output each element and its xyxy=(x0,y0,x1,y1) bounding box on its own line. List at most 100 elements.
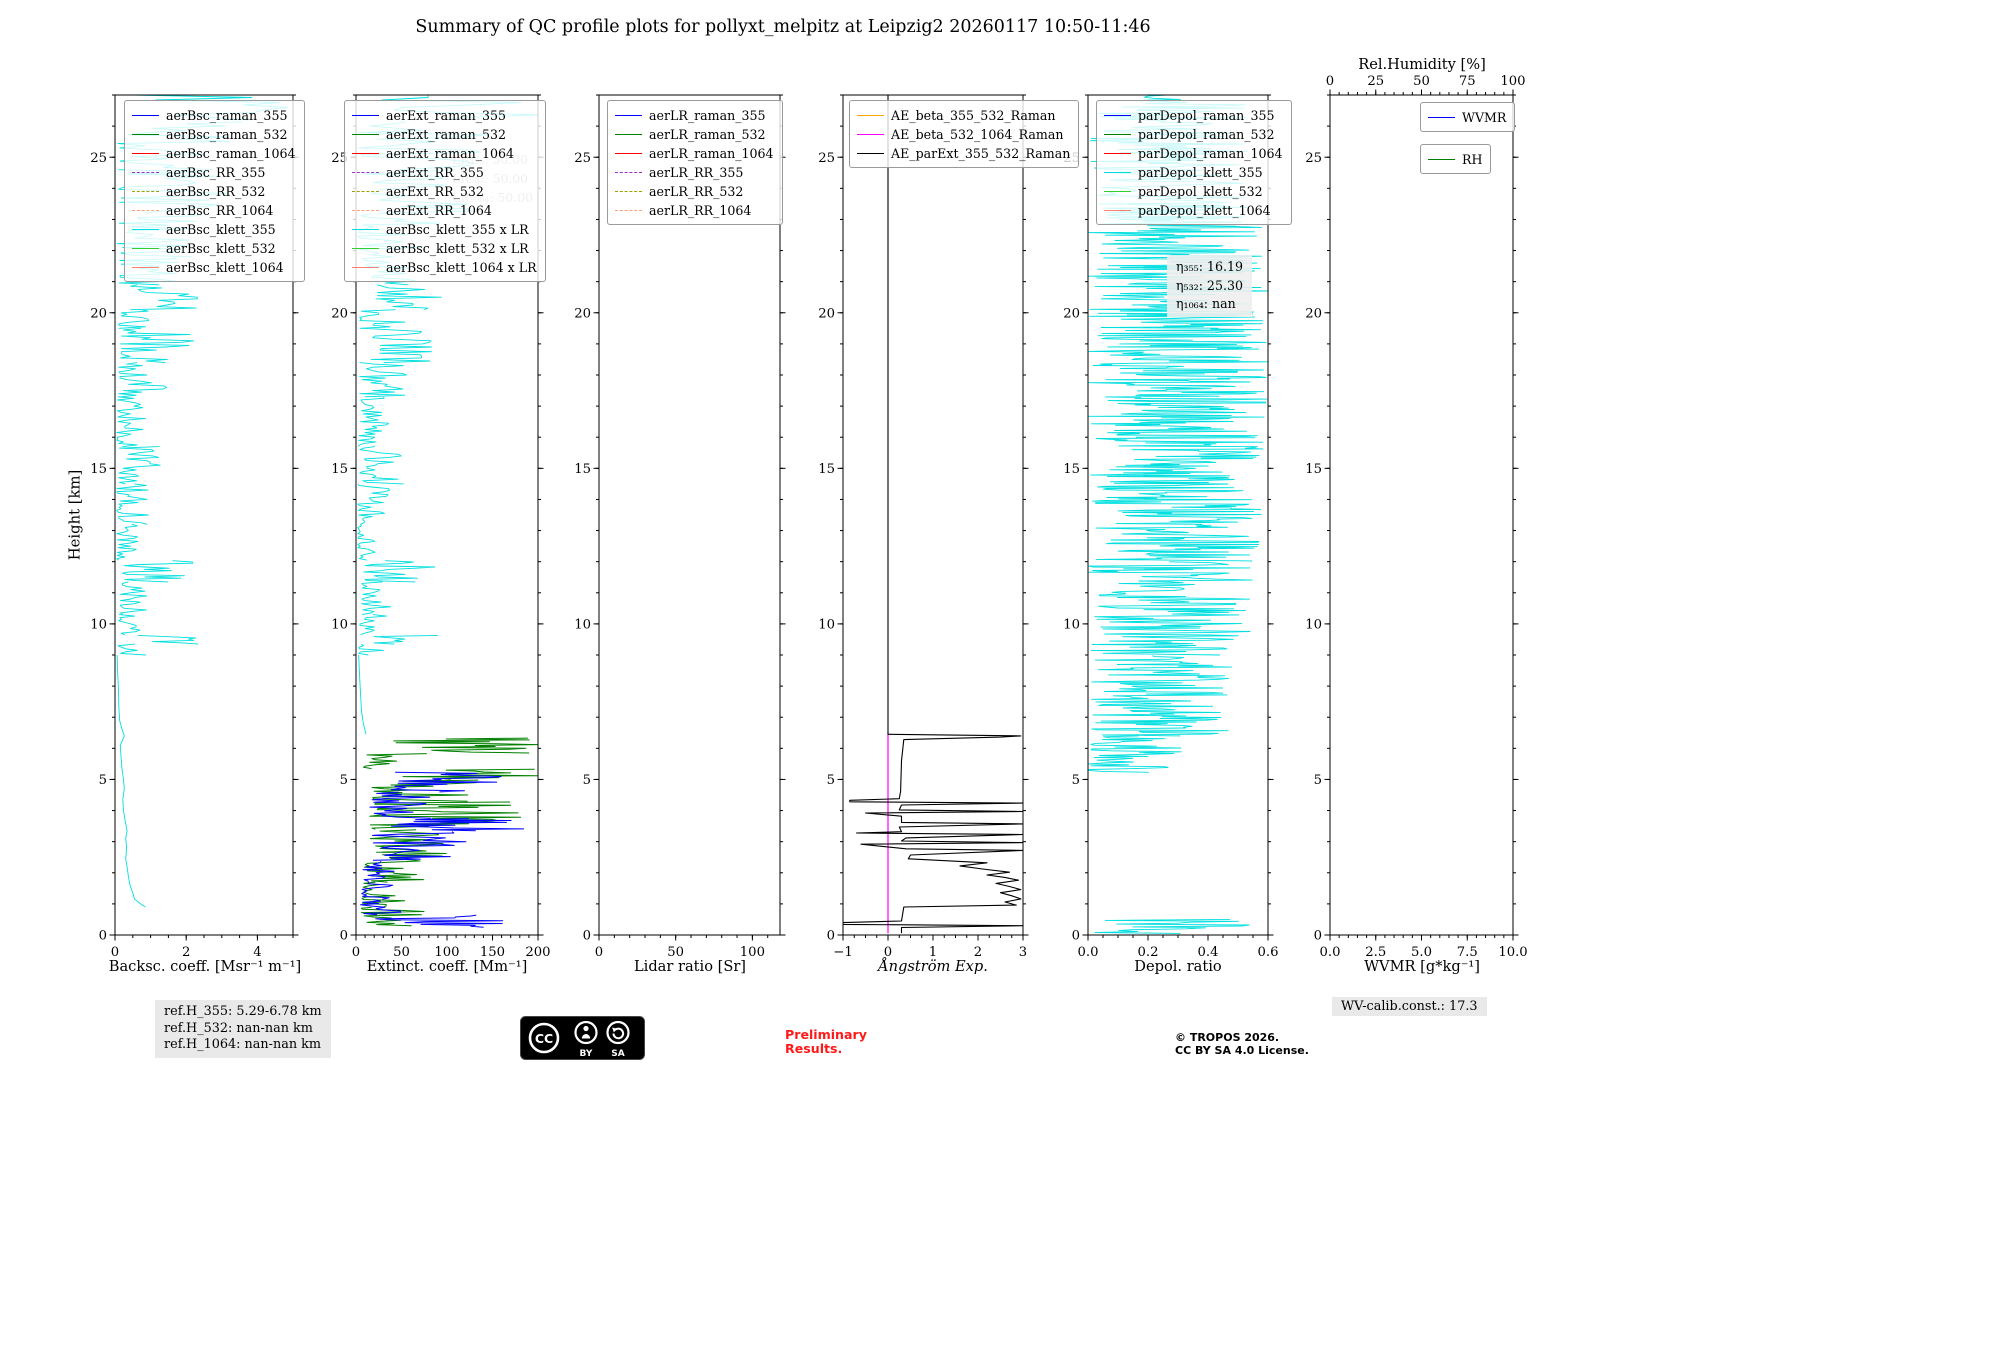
legend-line-sample xyxy=(857,153,884,154)
tick-label: 5 xyxy=(1072,773,1080,788)
legend-item: AE_beta_355_532_Raman xyxy=(857,106,1070,125)
tick-label: 10 xyxy=(818,617,835,632)
legend-item: aerExt_raman_532 xyxy=(352,125,537,144)
eta-1064-value: η₁₀₆₄: nan xyxy=(1176,296,1236,311)
tick-label: 5 xyxy=(827,773,835,788)
preliminary-results-note: Preliminary Results. xyxy=(785,1028,867,1056)
tick-label: 20 xyxy=(90,306,107,321)
legend-extinction: aerExt_raman_355 aerExt_raman_532 aerExt_r… xyxy=(344,100,546,282)
eta-355-value: η₃₅₅: 16.19 xyxy=(1176,259,1243,274)
legend-label: aerBsc_RR_1064 xyxy=(166,203,274,218)
legend-line-sample xyxy=(352,248,379,249)
legend-line-sample xyxy=(615,134,642,135)
tick-label: 10 xyxy=(574,617,591,632)
legend-item: parDepol_raman_355 xyxy=(1104,106,1283,125)
series-AE_parExt_355_532_Raman xyxy=(843,95,1023,934)
legend-item: aerExt_RR_1064 xyxy=(352,201,537,220)
legend-line-sample xyxy=(1428,159,1455,160)
tick-label: 2 xyxy=(974,945,982,960)
legend-line-sample xyxy=(352,115,379,116)
xlabel-extinction: Extinct. coeff. [Mm⁻¹] xyxy=(366,958,528,975)
legend-line-sample xyxy=(132,267,159,268)
by-person-icon xyxy=(574,1020,598,1045)
sa-arrow-head xyxy=(612,1027,618,1033)
legend-line-sample xyxy=(132,115,159,116)
tick-label: 75 xyxy=(1459,74,1476,89)
legend-label: aerBsc_RR_532 xyxy=(166,184,266,199)
tick-label: 50 xyxy=(393,945,410,960)
series-aerExt_raman_355 xyxy=(360,771,525,928)
series-parDepol_klett_355 xyxy=(1088,95,1268,934)
legend-label: parDepol_raman_532 xyxy=(1138,127,1275,142)
depol-calibration-annotation: η₃₅₅: 16.19 η₅₃₂: 25.30 η₁₀₆₄: nan xyxy=(1167,255,1252,317)
legend-item: aerBsc_raman_355 xyxy=(132,106,296,125)
copyright-note: © TROPOS 2026. CC BY SA 4.0 License. xyxy=(1175,1031,1309,1057)
legend-line-sample xyxy=(1104,134,1131,135)
tick-label: 5 xyxy=(340,773,348,788)
tick-label: 2.5 xyxy=(1365,945,1386,960)
panel-angstrom-series xyxy=(843,95,1023,934)
tick-label: 10.0 xyxy=(1498,945,1527,960)
legend-item: aerExt_RR_355 xyxy=(352,163,537,182)
xlabel-wvmr: WVMR [g*kg⁻¹] xyxy=(1364,958,1480,975)
legend-label: aerLR_raman_1064 xyxy=(649,146,774,161)
panel-angstrom-frame xyxy=(842,94,1024,936)
legend-label: aerBsc_raman_1064 xyxy=(166,146,296,161)
legend-label: aerBsc_klett_532 xyxy=(166,241,276,256)
legend-label: aerBsc_klett_355 xyxy=(166,222,276,237)
tick-label: 20 xyxy=(1305,306,1322,321)
legend-line-sample xyxy=(352,191,379,192)
tick-label: 0.2 xyxy=(1138,945,1159,960)
legend-item: aerExt_RR_532 xyxy=(352,182,537,201)
tick-label: 10 xyxy=(331,617,348,632)
tick-label: 0.6 xyxy=(1258,945,1279,960)
ref-h-355: ref.H_355: 5.29-6.78 km xyxy=(164,1004,322,1019)
tick-label: 4 xyxy=(253,945,261,960)
legend-item: aerLR_RR_355 xyxy=(615,163,774,182)
legend-line-sample xyxy=(1428,117,1455,118)
legend-item: parDepol_klett_1064 xyxy=(1104,201,1283,220)
legend-item: parDepol_klett_532 xyxy=(1104,182,1283,201)
legend-item: aerBsc_raman_532 xyxy=(132,125,296,144)
panel-depol-series xyxy=(1088,95,1268,934)
tick-label: 10 xyxy=(1063,617,1080,632)
legend-line-sample xyxy=(615,153,642,154)
tick-label: 25 xyxy=(1367,74,1384,89)
legend-label: AE_beta_355_532_Raman xyxy=(891,108,1056,123)
legend-wvmr: WVMR xyxy=(1420,102,1516,132)
tick-label: 0 xyxy=(595,945,603,960)
legend-line-sample xyxy=(1104,172,1131,173)
legend-label: RH xyxy=(1462,152,1483,167)
tick-label: 0 xyxy=(111,945,119,960)
tick-label: 150 xyxy=(480,945,505,960)
tick-label: 0 xyxy=(884,945,892,960)
xlabel-angstrom: Ångström Exp. xyxy=(878,958,988,975)
legend-item: RH xyxy=(1428,150,1482,169)
legend-label: aerLR_RR_355 xyxy=(649,165,744,180)
by-person-head xyxy=(583,1025,589,1032)
tick-label: 15 xyxy=(90,462,107,477)
legend-line-sample xyxy=(132,153,159,154)
legend-label: parDepol_raman_1064 xyxy=(1138,146,1283,161)
legend-line-sample xyxy=(857,115,884,116)
legend-angstrom: AE_beta_355_532_Raman AE_beta_532_1064_Ra… xyxy=(849,100,1080,168)
legend-backscatter: aerBsc_raman_355 aerBsc_raman_532 aerBsc_r… xyxy=(124,100,305,282)
tick-label: 5.0 xyxy=(1411,945,1432,960)
legend-item: parDepol_raman_1064 xyxy=(1104,144,1283,163)
tick-label: −1 xyxy=(833,945,852,960)
legend-label: WVMR xyxy=(1462,110,1507,125)
legend-label: aerExt_raman_355 xyxy=(386,108,507,123)
legend-label: parDepol_klett_532 xyxy=(1138,184,1263,199)
legend-item: aerLR_RR_532 xyxy=(615,182,774,201)
legend-label: aerExt_RR_355 xyxy=(386,165,484,180)
legend-rh: RH xyxy=(1420,144,1492,174)
legend-line-sample xyxy=(1104,115,1131,116)
tick-label: 0 xyxy=(352,945,360,960)
legend-line-sample xyxy=(615,191,642,192)
sa-label: SA xyxy=(611,1049,624,1059)
legend-label: aerLR_RR_1064 xyxy=(649,203,752,218)
legend-lidar-ratio: aerLR_raman_355 aerLR_raman_532 aerLR_rama… xyxy=(607,100,783,225)
legend-label: aerExt_RR_1064 xyxy=(386,203,492,218)
